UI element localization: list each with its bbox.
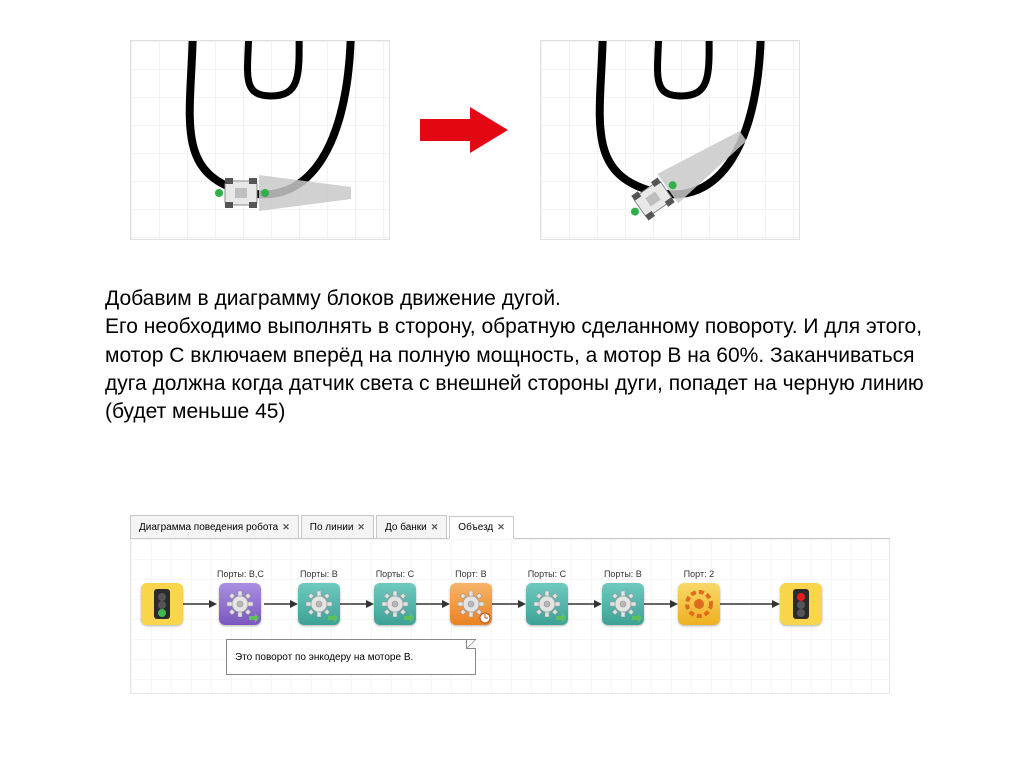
mini-arrow-icon [328, 613, 338, 623]
tab-label: По линии [310, 522, 354, 533]
simulation-comparison [0, 40, 1024, 280]
tab-detour[interactable]: Объезд ✕ [449, 516, 514, 539]
block-diagram-panel: Диаграмма поведения робота ✕ По линии ✕ … [130, 515, 890, 700]
sim-panel-after [540, 40, 800, 240]
block-end[interactable]: . [780, 569, 822, 625]
clock-icon [479, 612, 491, 624]
mini-arrow-icon [556, 613, 566, 623]
blocks-canvas: . Порты: B,C [130, 539, 890, 694]
block-port-label: Порты: C [376, 569, 414, 581]
red-arrow-icon [420, 105, 510, 155]
close-icon[interactable]: ✕ [431, 522, 439, 533]
traffic-light-icon [789, 589, 813, 619]
tab-label: Диаграмма поведения робота [139, 522, 278, 533]
text-line-1: Добавим в диаграмму блоков движение дуго… [105, 287, 561, 310]
track-and-robot-after [541, 41, 801, 241]
connector-arrow [568, 583, 602, 625]
connector-arrow [264, 583, 298, 625]
tab-label: До банки [385, 522, 427, 533]
block-wait-sensor[interactable]: Порт: 2 [678, 569, 720, 625]
block-port-label: Порты: B [604, 569, 642, 581]
mini-arrow-icon [632, 613, 642, 623]
block-motor-b2[interactable]: Порты: B [602, 569, 644, 625]
block-port-label: Порт: 2 [684, 569, 714, 581]
note-fold-icon [466, 639, 476, 649]
instruction-text: Добавим в диаграмму блоков движение дуго… [105, 285, 925, 427]
tabs-row: Диаграмма поведения робота ✕ По линии ✕ … [130, 515, 890, 539]
block-motor-c2[interactable]: Порты: C [526, 569, 568, 625]
block-port-label: Порт: B [455, 569, 486, 581]
block-port-label: Порты: B [300, 569, 338, 581]
mini-arrow-icon [404, 613, 414, 623]
tab-to-can[interactable]: До банки ✕ [376, 515, 447, 538]
connector-arrow [340, 583, 374, 625]
block-start[interactable]: . [141, 569, 183, 625]
wait-icon [684, 589, 714, 619]
tab-behavior[interactable]: Диаграмма поведения робота ✕ [130, 515, 299, 538]
block-sequence: . Порты: B,C [141, 569, 822, 625]
block-motor-c[interactable]: Порты: C [374, 569, 416, 625]
block-motors-bc[interactable]: Порты: B,C [217, 569, 264, 625]
block-encoder-b[interactable]: Порт: B [450, 569, 492, 625]
connector-arrow [183, 583, 217, 625]
comment-note[interactable]: Это поворот по энкодеру на моторе B. [226, 639, 476, 675]
note-text: Это поворот по энкодеру на моторе B. [235, 652, 413, 663]
sim-panel-before [130, 40, 390, 240]
mini-arrow-icon [249, 613, 259, 623]
text-line-2: Его необходимо выполнять в сторону, обра… [105, 315, 924, 423]
block-port-label: Порты: B,C [217, 569, 264, 581]
close-icon[interactable]: ✕ [497, 522, 505, 533]
close-icon[interactable]: ✕ [357, 522, 365, 533]
close-icon[interactable]: ✕ [282, 522, 290, 533]
connector-arrow [720, 583, 780, 625]
traffic-light-icon [150, 589, 174, 619]
connector-arrow [644, 583, 678, 625]
track-and-robot-before [131, 41, 391, 241]
tab-label: Объезд [458, 522, 493, 533]
connector-arrow [416, 583, 450, 625]
connector-arrow [492, 583, 526, 625]
block-motor-b[interactable]: Порты: B [298, 569, 340, 625]
block-port-label: Порты: C [528, 569, 566, 581]
tab-on-line[interactable]: По линии ✕ [301, 515, 374, 538]
